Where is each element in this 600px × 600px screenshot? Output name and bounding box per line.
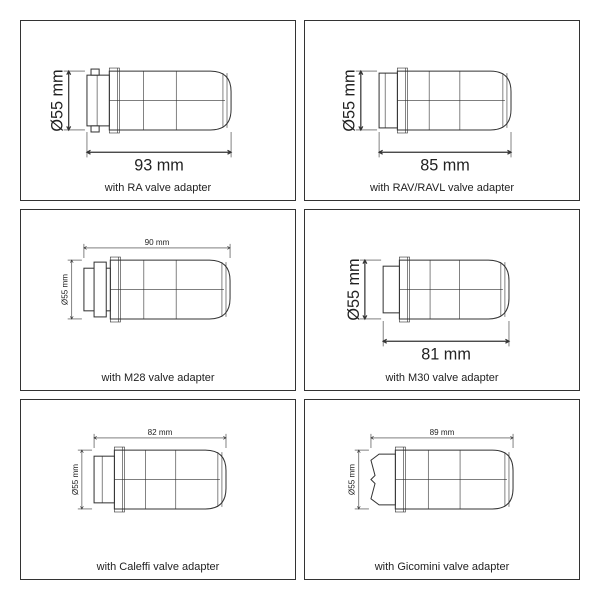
diameter-label: Ø55 mm bbox=[71, 463, 80, 494]
diameter-label: Ø55 mm bbox=[341, 69, 359, 131]
length-label: 89 mm bbox=[430, 428, 455, 437]
diagram-cell: 93 mm Ø55 mm with RA valve adapter bbox=[20, 20, 296, 201]
diagram-wrap: 82 mm Ø55 mm bbox=[21, 400, 295, 579]
diameter-label: Ø55 mm bbox=[49, 69, 67, 131]
diagram-wrap: 90 mm Ø55 mm bbox=[21, 210, 295, 389]
diagram-caption: with M28 valve adapter bbox=[21, 372, 295, 384]
diagram-caption: with Caleffi valve adapter bbox=[21, 561, 295, 573]
diagram-cell: 89 mm Ø55 mm with Gicomini valve adapter bbox=[304, 399, 580, 580]
diagram-wrap: 81 mm Ø55 mm bbox=[305, 210, 579, 389]
diagram-caption: with M30 valve adapter bbox=[305, 372, 579, 384]
length-label: 82 mm bbox=[148, 428, 173, 437]
diagram-cell: 90 mm Ø55 mm with M28 valve adapter bbox=[20, 209, 296, 390]
diameter-label: Ø55 mm bbox=[348, 463, 357, 494]
diagram-caption: with RA valve adapter bbox=[21, 182, 295, 194]
diameter-label: Ø55 mm bbox=[61, 274, 70, 305]
diagram-wrap: 89 mm Ø55 mm bbox=[305, 400, 579, 579]
diagram-cell: 85 mm Ø55 mm with RAV/RAVL valve adapter bbox=[304, 20, 580, 201]
length-label: 90 mm bbox=[145, 238, 170, 247]
diagram-cell: 82 mm Ø55 mm with Caleffi valve adapter bbox=[20, 399, 296, 580]
length-label: 85 mm bbox=[420, 157, 470, 175]
diameter-label: Ø55 mm bbox=[345, 259, 363, 321]
grid-container: 93 mm Ø55 mm with RA valve adapter 85 mm Ø55… bbox=[0, 0, 600, 600]
diagram-caption: with RAV/RAVL valve adapter bbox=[305, 182, 579, 194]
diagram-caption: with Gicomini valve adapter bbox=[305, 561, 579, 573]
diagram-cell: 81 mm Ø55 mm with M30 valve adapter bbox=[304, 209, 580, 390]
diagram-wrap: 85 mm Ø55 mm bbox=[305, 21, 579, 200]
length-label: 81 mm bbox=[421, 346, 471, 364]
diagram-wrap: 93 mm Ø55 mm bbox=[21, 21, 295, 200]
length-label: 93 mm bbox=[134, 157, 184, 175]
